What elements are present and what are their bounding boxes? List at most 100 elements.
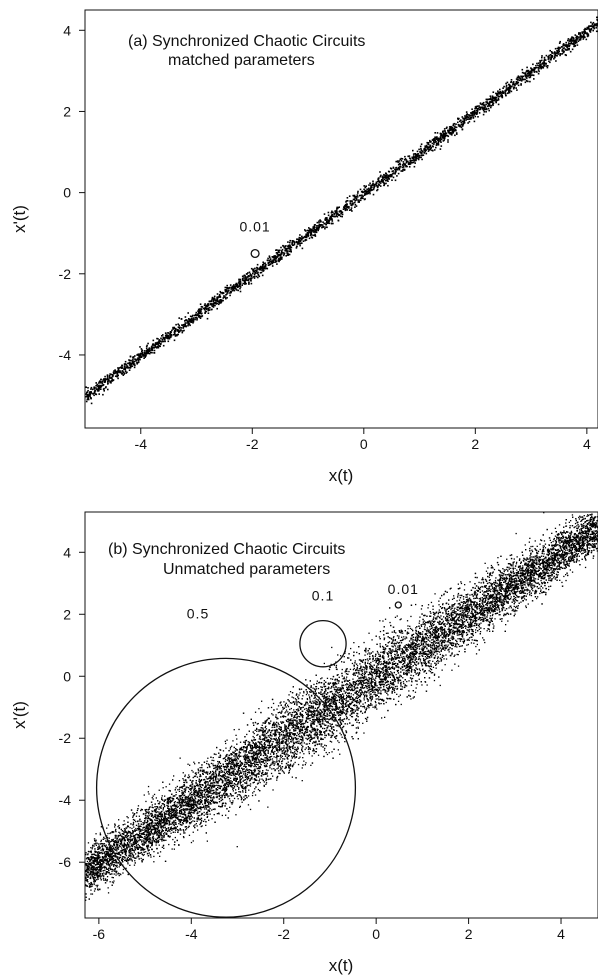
- data-point: [316, 225, 318, 227]
- data-point: [482, 109, 485, 112]
- data-point: [272, 261, 275, 263]
- data-point: [465, 114, 468, 116]
- data-point: [567, 38, 570, 40]
- data-point: [369, 190, 371, 192]
- data-point: [290, 249, 292, 251]
- data-point: [406, 160, 409, 163]
- data-point: [102, 384, 104, 387]
- data-point: [489, 98, 491, 100]
- data-point: [517, 76, 519, 79]
- data-point: [170, 334, 173, 337]
- data-point: [413, 156, 415, 158]
- data-point: [226, 297, 228, 299]
- data-point: [386, 174, 388, 176]
- data-point: [254, 271, 257, 274]
- data-point: [593, 27, 596, 29]
- data-point: [214, 304, 216, 307]
- data-point: [559, 53, 562, 55]
- data-point: [173, 339, 176, 342]
- data-point: [153, 352, 155, 354]
- data-point: [358, 200, 360, 202]
- data-point: [95, 382, 97, 384]
- data-point: [286, 251, 288, 253]
- data-point: [188, 318, 190, 320]
- data-point: [479, 108, 481, 111]
- data-point: [507, 87, 509, 89]
- data-point: [368, 188, 370, 191]
- data-point: [370, 188, 373, 191]
- data-point: [106, 376, 109, 378]
- data-point: [372, 180, 374, 183]
- data-point: [92, 392, 95, 395]
- data-point: [98, 382, 100, 384]
- data-point: [502, 91, 504, 93]
- data-point: [195, 314, 198, 317]
- data-point: [281, 258, 283, 260]
- data-point: [199, 310, 202, 312]
- data-point: [578, 33, 580, 35]
- data-point: [157, 342, 159, 344]
- data-point: [373, 187, 375, 189]
- data-point: [397, 167, 400, 170]
- data-point: [189, 324, 191, 327]
- data-point: [410, 162, 413, 164]
- data-point: [331, 220, 334, 222]
- data-point: [153, 347, 156, 349]
- data-point: [204, 312, 206, 314]
- data-point: [440, 138, 443, 141]
- data-point: [248, 271, 251, 274]
- data-point: [375, 182, 378, 185]
- data-point: [387, 178, 389, 180]
- data-point: [390, 173, 393, 176]
- data-point: [546, 66, 549, 69]
- data-point: [291, 242, 293, 244]
- data-point: [175, 334, 177, 336]
- data-point: [117, 374, 119, 377]
- data-point: [131, 362, 134, 365]
- data-point: [255, 270, 258, 272]
- data-point: [327, 214, 330, 217]
- data-point: [448, 129, 451, 132]
- data-point: [245, 278, 248, 281]
- data-point: [363, 194, 366, 196]
- data-point: [443, 133, 446, 136]
- data-point: [510, 81, 512, 84]
- data-point: [434, 132, 436, 134]
- data-point: [360, 191, 363, 193]
- data-point: [275, 260, 278, 263]
- data-point: [567, 44, 569, 46]
- data-point: [444, 130, 446, 132]
- data-point: [338, 206, 340, 208]
- data-point: [340, 211, 343, 213]
- data-point: [205, 304, 207, 307]
- data-point: [142, 352, 144, 354]
- data-point: [541, 56, 543, 59]
- data-point: [177, 330, 179, 332]
- data-point: [269, 263, 271, 265]
- data-point: [302, 236, 305, 239]
- data-point: [131, 360, 134, 362]
- data-point: [436, 132, 439, 134]
- data-point: [505, 88, 508, 90]
- data-point: [252, 269, 254, 271]
- data-point: [95, 393, 98, 396]
- data-point: [526, 70, 529, 73]
- panel-a-x-ticks: -4 -2 0 2 4: [135, 428, 591, 452]
- data-point: [472, 110, 474, 113]
- data-point: [421, 158, 423, 161]
- data-point: [346, 197, 349, 199]
- data-point: [282, 245, 285, 247]
- data-point: [156, 342, 158, 345]
- data-point: [127, 367, 129, 369]
- data-point: [358, 201, 360, 203]
- data-point: [213, 299, 215, 301]
- data-point: [591, 25, 594, 28]
- data-point: [430, 147, 432, 150]
- data-point: [217, 296, 220, 298]
- data-point: [87, 387, 89, 389]
- data-point: [483, 111, 486, 113]
- data-point: [412, 153, 415, 155]
- data-point: [572, 42, 575, 45]
- data-point: [310, 228, 313, 231]
- data-point: [350, 204, 352, 206]
